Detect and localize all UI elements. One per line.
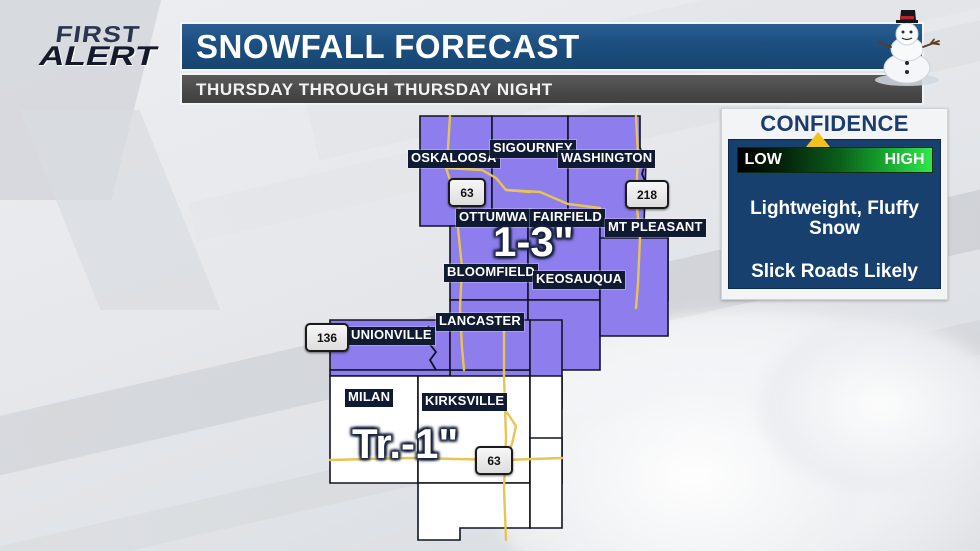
confidence-marker-triangle-icon [806, 132, 830, 147]
highway-shield-136: 136 [305, 323, 349, 352]
page-title: SNOWFALL FORECAST [196, 28, 580, 65]
background-shape [19, 110, 221, 310]
highway-shield-218: 218 [625, 180, 669, 209]
confidence-high-label: HIGH [884, 151, 925, 168]
logo-line-alert: ALERT [35, 41, 161, 72]
city-label-unionville: UNIONVILLE [348, 327, 435, 345]
city-label-ottumwa: OTTUMWA [456, 209, 531, 227]
subtitle-bar: THURSDAY THROUGH THURSDAY NIGHT [182, 75, 922, 103]
confidence-note-primary: Lightweight, Fluffy Snow [750, 198, 919, 239]
snowman-icon [875, 10, 940, 86]
snowfall-amount-high: 1-3" [493, 218, 574, 265]
confidence-panel: CONFIDENCE LOW HIGH Lightweight, Fluffy … [721, 108, 948, 300]
city-label-bloomfield: BLOOMFIELD [444, 264, 538, 282]
highway-shield-63-north: 63 [448, 178, 486, 207]
confidence-title: CONFIDENCE [760, 111, 909, 136]
forecast-map: OSKALOOSA SIGOURNEY WASHINGTON OTTUMWA F… [300, 108, 720, 546]
city-label-milan: MILAN [345, 389, 394, 407]
confidence-inner-panel: LOW HIGH Lightweight, Fluffy Snow Slick … [728, 132, 941, 289]
confidence-scale: LOW HIGH [736, 147, 933, 173]
cloud-texture [760, 321, 980, 491]
confidence-note-secondary: Slick Roads Likely [751, 260, 918, 282]
city-label-lancaster: LANCASTER [436, 313, 524, 331]
confidence-low-label: LOW [744, 151, 782, 168]
title-bar: SNOWFALL FORECAST [182, 24, 922, 69]
city-label-fairfield: FAIRFIELD [530, 209, 605, 227]
city-label-oskaloosa: OSKALOOSA [408, 150, 500, 168]
city-label-mt-pleasant: MT PLEASANT [605, 219, 706, 237]
first-alert-logo: FIRST ALERT [22, 18, 174, 76]
snowfall-amount-low: Tr.-1" [352, 420, 459, 467]
highway-shield-63-south: 63 [475, 446, 513, 475]
city-label-keosauqua: KEOSAUQUA [533, 271, 626, 289]
city-label-sigourney: SIGOURNEY [490, 140, 576, 158]
city-label-washington: WASHINGTON [558, 150, 656, 168]
city-label-kirksville: KIRKSVILLE [422, 393, 508, 411]
page-subtitle: THURSDAY THROUGH THURSDAY NIGHT [196, 79, 553, 99]
